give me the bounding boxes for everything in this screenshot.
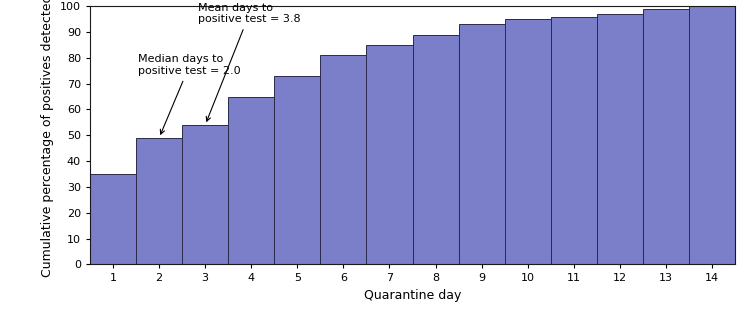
- X-axis label: Quarantine day: Quarantine day: [364, 289, 461, 302]
- Bar: [90, 174, 136, 264]
- Bar: [367, 45, 413, 264]
- Bar: [320, 55, 367, 264]
- Text: Mean days to
positive test = 3.8: Mean days to positive test = 3.8: [198, 3, 301, 121]
- Bar: [413, 35, 458, 264]
- Text: Median days to
positive test = 2.0: Median days to positive test = 2.0: [138, 54, 241, 134]
- Bar: [505, 19, 550, 264]
- Bar: [458, 24, 505, 264]
- Bar: [597, 14, 643, 264]
- Bar: [550, 16, 597, 264]
- Bar: [136, 138, 182, 264]
- Y-axis label: Cumulative percentage of positives detected: Cumulative percentage of positives detec…: [41, 0, 55, 276]
- Bar: [228, 96, 274, 264]
- Bar: [182, 125, 228, 264]
- Bar: [274, 76, 320, 264]
- Bar: [643, 9, 689, 264]
- Bar: [689, 6, 735, 264]
